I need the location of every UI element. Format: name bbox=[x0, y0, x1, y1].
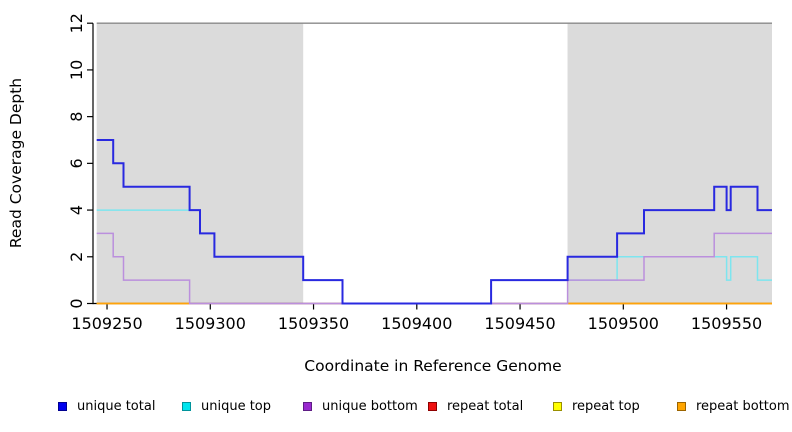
y-axis-title: Read Coverage Depth bbox=[7, 78, 25, 248]
y-tick-label: 6 bbox=[67, 158, 86, 168]
legend-item-unique-total: unique total bbox=[58, 397, 155, 415]
legend: unique total unique top unique bottom repea… bbox=[0, 397, 792, 419]
x-tick-label: 1509250 bbox=[71, 314, 142, 333]
legend-swatch-icon bbox=[553, 401, 562, 411]
legend-label: repeat bottom bbox=[696, 398, 790, 414]
legend-label: unique total bbox=[77, 398, 156, 414]
legend-swatch-icon bbox=[428, 401, 437, 411]
y-tick-label: 10 bbox=[67, 60, 86, 80]
x-tick-label: 1509550 bbox=[691, 314, 762, 333]
x-axis-title: Coordinate in Reference Genome bbox=[304, 357, 561, 375]
x-tick-label: 1509300 bbox=[175, 314, 246, 333]
series-layer bbox=[96, 139, 772, 305]
legend-swatch-icon bbox=[677, 401, 686, 411]
x-tick-label: 1509350 bbox=[278, 314, 349, 333]
x-tick-label: 1509400 bbox=[381, 314, 452, 333]
legend-label: unique top bbox=[201, 398, 272, 414]
legend-swatch-icon bbox=[303, 401, 312, 411]
legend-item-unique-bottom: unique bottom bbox=[303, 397, 418, 415]
coverage-chart: 0 2 4 6 8 10 12 1509250 1509300 1509350 1509400 150… bbox=[7, 13, 772, 375]
y-tick-label: 0 bbox=[67, 298, 86, 308]
y-tick-label: 2 bbox=[67, 252, 86, 262]
shaded-regions-layer bbox=[96, 22, 772, 304]
legend-item-repeat-total: repeat total bbox=[428, 397, 523, 415]
y-tick-label: 12 bbox=[67, 13, 86, 33]
legend-item-repeat-bottom: repeat bottom bbox=[677, 397, 790, 415]
y-tick-label: 4 bbox=[67, 205, 86, 215]
legend-label: unique bottom bbox=[322, 398, 418, 414]
legend-swatch-icon bbox=[182, 401, 191, 411]
repeat-region-right bbox=[567, 23, 772, 304]
legend-label: repeat top bbox=[572, 398, 640, 414]
legend-swatch-icon bbox=[58, 401, 67, 411]
legend-item-unique-top: unique top bbox=[182, 397, 271, 415]
x-tick-label: 1509500 bbox=[588, 314, 659, 333]
repeat-region-left bbox=[96, 23, 304, 304]
legend-label: repeat total bbox=[447, 398, 524, 414]
y-tick-label: 8 bbox=[67, 112, 86, 122]
x-tick-label: 1509450 bbox=[484, 314, 555, 333]
legend-item-repeat-top: repeat top bbox=[553, 397, 640, 415]
series-line-unique-total bbox=[96, 139, 772, 305]
axes-layer: 0 2 4 6 8 10 12 1509250 1509300 1509350 1509400 150… bbox=[67, 13, 772, 333]
